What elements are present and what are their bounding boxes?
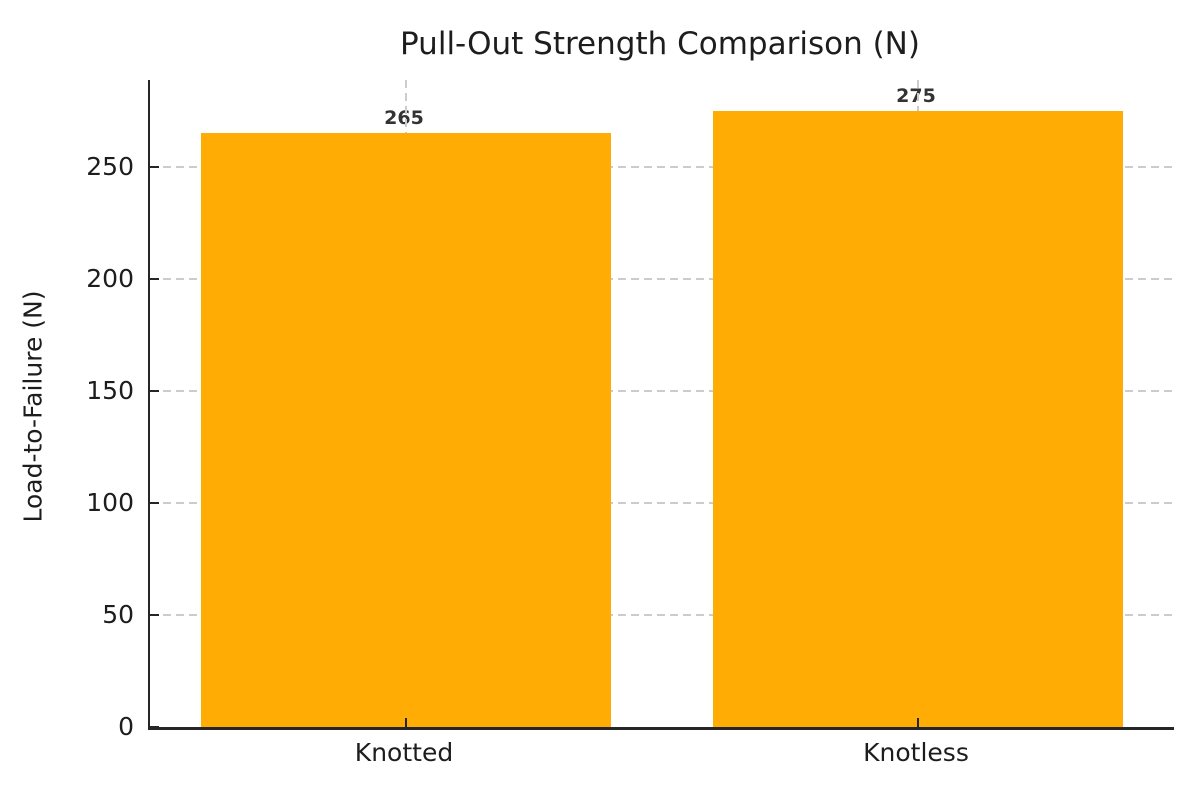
y-tick-mark-250 [150, 165, 159, 168]
y-gridline-250 [150, 165, 1174, 168]
y-gridline-200 [150, 277, 1174, 280]
y-tick-label-100: 100 [86, 487, 134, 517]
y-tick-mark-200 [150, 277, 159, 280]
y-gridline-50 [150, 613, 1174, 616]
x-tick-label-knotted: Knotted [354, 738, 454, 767]
chart-title: Pull-Out Strength Comparison (N) [400, 26, 920, 62]
y-tick-label-200: 200 [86, 263, 134, 293]
y-tick-mark-0 [150, 726, 159, 728]
bar-value-label-knotted: 265 [384, 107, 424, 130]
y-gridline-100 [150, 501, 1174, 504]
bar-knotless[interactable] [713, 110, 1123, 727]
y-tick-mark-50 [150, 613, 159, 616]
y-tick-label-50: 50 [102, 599, 134, 629]
y-tick-label-0: 0 [118, 712, 134, 741]
y-tick-label-150: 150 [86, 375, 134, 405]
bar-value-label-knotless: 275 [896, 84, 936, 107]
x-tick-mark-knotted [405, 718, 407, 727]
y-tick-mark-150 [150, 389, 159, 392]
bar-knotted[interactable] [201, 133, 611, 727]
x-tick-mark-knotless [917, 718, 919, 727]
y-tick-mark-100 [150, 501, 159, 504]
y-tick-label-250: 250 [86, 151, 134, 181]
y-gridline-150 [150, 389, 1174, 392]
x-tick-label-knotless: Knotless [863, 738, 969, 767]
plot-area [148, 80, 1174, 730]
